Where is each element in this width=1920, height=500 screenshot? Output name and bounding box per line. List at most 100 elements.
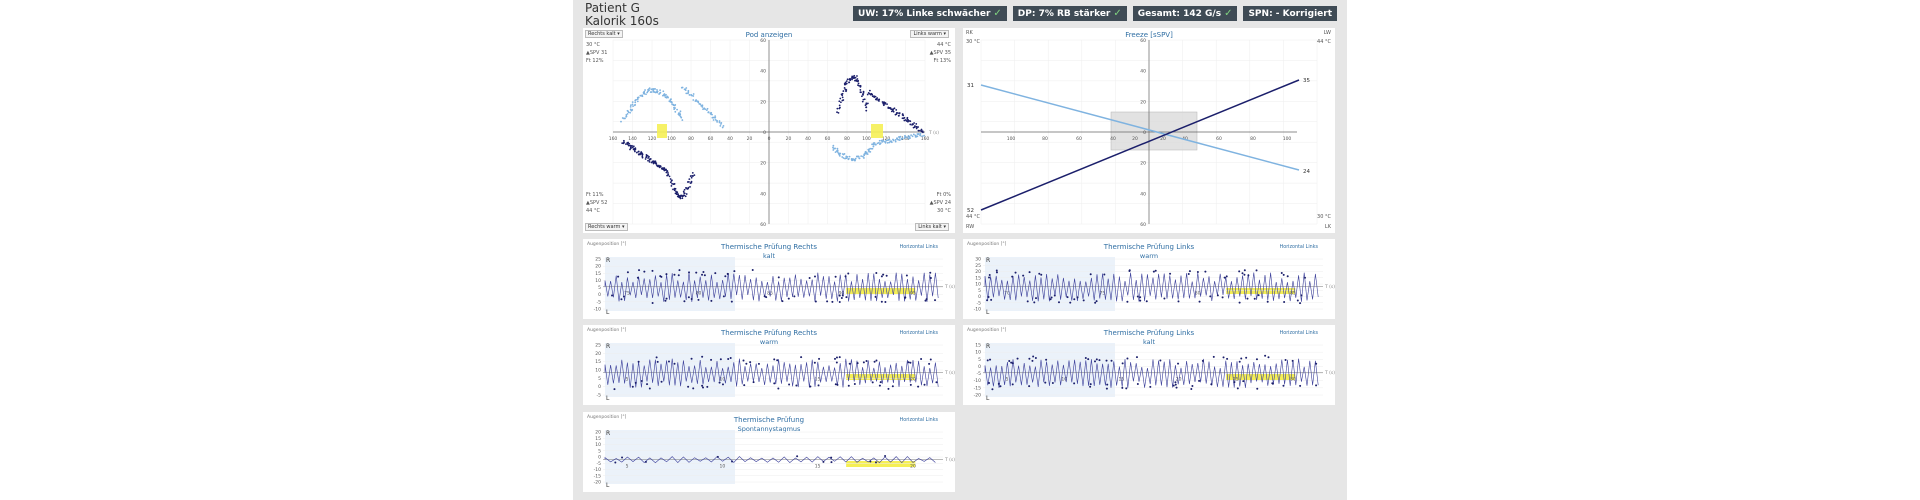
- pod-point-light: [631, 101, 634, 104]
- chart-point: [688, 271, 691, 274]
- chart-point: [773, 358, 776, 361]
- horizontal-links-link[interactable]: Horizontal Links: [900, 244, 939, 250]
- dropdown-rechts-kalt[interactable]: Rechts kalt ▾: [585, 30, 623, 38]
- horizontal-links-link[interactable]: Horizontal Links: [1280, 244, 1319, 250]
- pod-point-light: [872, 145, 875, 148]
- pod-point-light: [834, 151, 837, 154]
- chart-point: [665, 273, 668, 276]
- chart-point: [1032, 355, 1035, 358]
- pod-point-light: [707, 111, 710, 114]
- chart-point: [831, 300, 834, 303]
- pod-point-light: [626, 112, 629, 115]
- pod-point-light: [850, 158, 853, 161]
- pod-point-light: [904, 136, 907, 138]
- pod-point-dark: [631, 146, 634, 149]
- badge-uw[interactable]: UW: 17% Linke schwächer ✓: [853, 6, 1007, 21]
- pod-point-dark: [630, 145, 633, 147]
- chart-point: [710, 358, 713, 361]
- pod-point-dark: [692, 175, 694, 177]
- chart-point: [1177, 362, 1180, 365]
- pod-point-dark: [868, 92, 871, 95]
- chart-point: [1169, 272, 1172, 275]
- pod-x-tick: 140: [901, 136, 910, 142]
- pod-point-dark: [871, 95, 874, 98]
- badge-spn[interactable]: SPN: - Korrigiert: [1243, 6, 1337, 21]
- pod-point-light: [899, 135, 902, 138]
- horizontal-links-link[interactable]: Horizontal Links: [1280, 330, 1319, 336]
- pod-point-light: [720, 121, 723, 124]
- chart-point: [1106, 383, 1109, 386]
- chart-point: [1284, 358, 1287, 361]
- chart-point: [1190, 387, 1193, 390]
- pod-point-light: [889, 140, 892, 143]
- chart-y-tick: 5: [978, 288, 981, 294]
- chart-point: [891, 385, 894, 388]
- chart-y-tick: 0: [598, 455, 601, 461]
- pod-point-light: [711, 113, 713, 116]
- pod-point-light: [656, 91, 659, 94]
- pod-point-dark: [854, 76, 857, 79]
- pod-point-dark: [878, 98, 881, 101]
- pod-point-dark: [860, 91, 862, 94]
- pod-point-dark: [861, 95, 863, 98]
- pod-point-dark: [862, 98, 865, 101]
- horizontal-links-link[interactable]: Horizontal Links: [900, 330, 939, 336]
- chart-point: [1128, 269, 1131, 272]
- chart-t-label: T (s): [1324, 370, 1335, 376]
- chart-point: [838, 294, 841, 297]
- chart-subtitle: kalt: [763, 252, 775, 260]
- chart-point: [1089, 385, 1092, 388]
- chart-point: [751, 269, 754, 272]
- pod-point-dark: [673, 183, 676, 185]
- chart-point: [640, 379, 643, 382]
- chart-spontannystagmus-plot: Augenposition [°] Thermische PrüfungSpont…: [587, 414, 955, 489]
- pod-point-dark: [858, 84, 860, 87]
- chart-x-tick: 75: [624, 291, 630, 297]
- chart-point: [1255, 358, 1258, 361]
- pod-point-dark: [690, 180, 693, 183]
- chart-point: [1286, 275, 1289, 278]
- chart-point: [1038, 272, 1041, 275]
- chart-x-tick: 95: [910, 291, 916, 297]
- chart-point: [1125, 387, 1128, 390]
- chart-point: [1236, 387, 1239, 390]
- chart-r-label: R: [606, 430, 610, 437]
- pod-point-dark: [629, 148, 631, 151]
- pod-point-dark: [845, 80, 848, 83]
- dropdown-rechts-warm[interactable]: Rechts warm ▾: [585, 223, 628, 231]
- chart-point: [683, 300, 686, 303]
- chart-point: [874, 461, 877, 464]
- chart-point: [907, 361, 910, 364]
- horizontal-links-link[interactable]: Horizontal Links: [900, 417, 939, 423]
- chart-point: [935, 381, 938, 384]
- badge-gesamt[interactable]: Gesamt: 142 G/s ✓: [1132, 6, 1238, 21]
- chart-y-tick: 15: [975, 275, 981, 281]
- chart-point: [714, 272, 717, 275]
- pod-point-dark: [844, 81, 847, 84]
- badge-dp[interactable]: DP: 7% RB stärker ✓: [1012, 6, 1127, 21]
- pod-point-light: [878, 139, 881, 142]
- dropdown-links-warm[interactable]: Links warm ▾: [910, 30, 949, 38]
- pod-point-dark: [874, 95, 877, 98]
- chart-y-tick: 10: [975, 282, 981, 288]
- chart-point: [991, 388, 994, 391]
- pod-point-dark: [898, 112, 901, 114]
- chart-point: [1163, 297, 1166, 300]
- chart-x-tick: 80: [696, 291, 702, 297]
- pod-y-tick: 40: [760, 69, 766, 75]
- chart-point: [697, 298, 700, 301]
- pod-point-light: [854, 157, 857, 160]
- pod-point-dark: [627, 144, 630, 147]
- pod-point-dark: [882, 104, 885, 107]
- pod-point-light: [662, 90, 665, 93]
- chart-point: [1241, 272, 1244, 275]
- dropdown-links-kalt[interactable]: Links kalt ▾: [915, 223, 949, 231]
- pod-point-dark: [687, 181, 690, 183]
- chart-point: [788, 383, 791, 386]
- chart-y-tick: 20: [975, 269, 981, 275]
- chart-point: [701, 355, 704, 358]
- chart-l-label: L: [986, 395, 990, 402]
- pod-point-light: [686, 92, 689, 95]
- pod-point-light: [694, 100, 697, 102]
- chart-point: [1057, 301, 1060, 304]
